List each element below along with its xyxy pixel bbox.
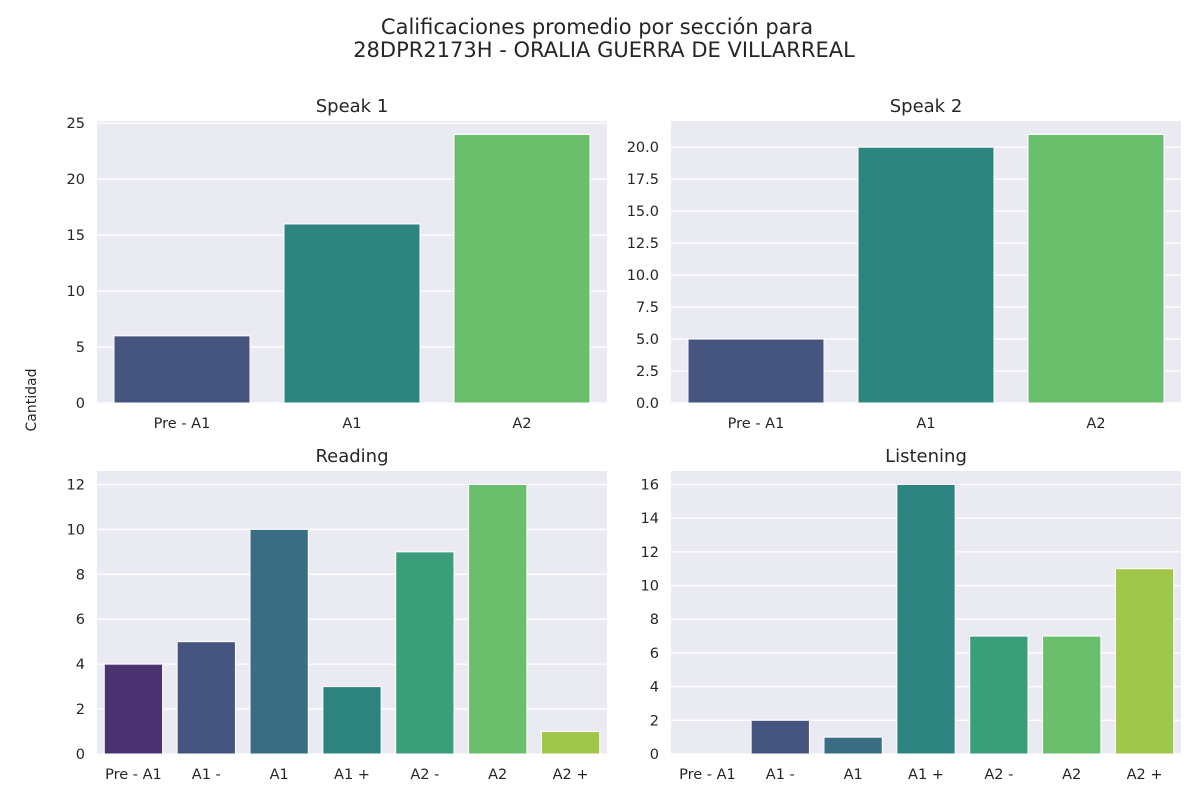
y-tick-label: 10 [67,284,85,300]
bar-a2 [1114,568,1175,755]
bar-a2 [1027,133,1165,404]
y-tick-label: 10.0 [627,268,659,284]
y-tick-label: 16 [641,477,659,493]
y-tick-label: 10 [67,522,85,538]
x-tick-label: A1 + [908,767,944,783]
shared-y-axis-label: Cantidad [24,369,40,432]
bar-a1 [283,223,421,404]
y-tick-label: 10 [641,579,659,595]
bar-a1 [823,736,883,755]
figure-title-line-1: Calificaciones promedio por sección para [381,15,813,39]
y-tick-label: 14 [641,511,659,527]
y-tick-label: 15 [67,228,85,244]
x-tick-label: A1 [342,416,361,432]
bar-pre-a1 [113,335,251,404]
y-tick-label: 6 [650,646,659,662]
y-tick-label: 12.5 [627,236,659,252]
x-tick-label: A2 [1086,416,1105,432]
x-tick-label: Pre - A1 [154,416,211,432]
x-tick-label: A1 [844,767,863,783]
y-tick-label: 6 [76,612,85,628]
subplot-title: Reading [315,446,388,467]
y-tick-label: 4 [76,657,85,673]
x-tick-label: Pre - A1 [105,767,162,783]
x-tick-label: A2 - [410,767,439,783]
subplot-3: 0 2 4 6 8 10 12 14 16 Pre - A1 A1 - A1 A1 + A2 - A2 A2 … [641,446,1181,783]
x-tick-label: A2 + [553,767,589,783]
y-tick-label: 8 [650,612,659,628]
y-tick-label: 4 [650,680,659,696]
x-tick-label: A1 - [766,767,795,783]
bar-a2 [969,635,1029,755]
x-tick-label: A1 [916,416,935,432]
y-tick-label: 2.5 [636,364,659,380]
subplot-2: 0 2 4 6 8 10 12 Pre - A1 A1 - A1 A1 + A2 - A2 A2 + Rea… [67,446,607,783]
bar-a1 [896,483,956,755]
y-tick-label: 20 [67,172,85,188]
y-tick-label: 0 [76,396,85,412]
subplot-title: Speak 1 [316,96,389,117]
x-tick-label: A2 [1062,767,1081,783]
y-tick-label: 5 [76,340,85,356]
y-tick-label: 12 [641,545,659,561]
subplot-title: Speak 2 [890,96,963,117]
x-tick-label: A2 + [1127,767,1163,783]
y-tick-label: 17.5 [627,172,659,188]
bar-pre-a1 [103,663,164,755]
x-tick-label: A1 [270,767,289,783]
y-tick-label: 20.0 [627,140,659,156]
y-tick-label: 15.0 [627,204,659,220]
bar-a2 [1042,635,1102,755]
x-tick-label: A1 + [334,767,370,783]
y-tick-label: 2 [650,713,659,729]
bar-a1 [322,686,382,755]
subplot-title: Listening [885,446,967,467]
x-tick-label: A2 [512,416,531,432]
subplot-0: 0 5 10 15 20 25 Pre - A1 A1 A2 Speak 1 [67,96,607,432]
x-tick-label: Pre - A1 [679,767,736,783]
x-tick-label: A1 - [192,767,221,783]
y-tick-label: 12 [67,477,85,493]
y-tick-label: 2 [76,702,85,718]
y-tick-label: 8 [76,567,85,583]
bar-a2 [540,731,601,755]
bar-a2 [468,483,528,755]
x-tick-label: Pre - A1 [728,416,785,432]
y-tick-label: 25 [67,116,85,132]
y-tick-label: 0.0 [636,396,659,412]
y-tick-label: 0 [76,747,85,763]
subplot-1: 0.0 2.5 5.0 7.5 10.0 12.5 15.0 17.5 20.0 Pre - A1… [627,96,1181,432]
bar-a2 [453,133,591,404]
figure-title-line-2: 28DPR2173H - ORALIA GUERRA DE VILLARREAL [353,38,855,62]
bar-pre-a1 [687,338,825,404]
bar-a1 [176,641,236,755]
bar-a2 [395,551,455,755]
y-tick-label: 5.0 [636,332,659,348]
x-tick-label: A2 [488,767,507,783]
y-tick-label: 0 [650,747,659,763]
y-tick-label: 7.5 [636,300,659,316]
bar-a1 [750,719,810,755]
bar-a1 [857,146,995,404]
x-tick-label: A2 - [984,767,1013,783]
bar-a1 [249,528,309,755]
